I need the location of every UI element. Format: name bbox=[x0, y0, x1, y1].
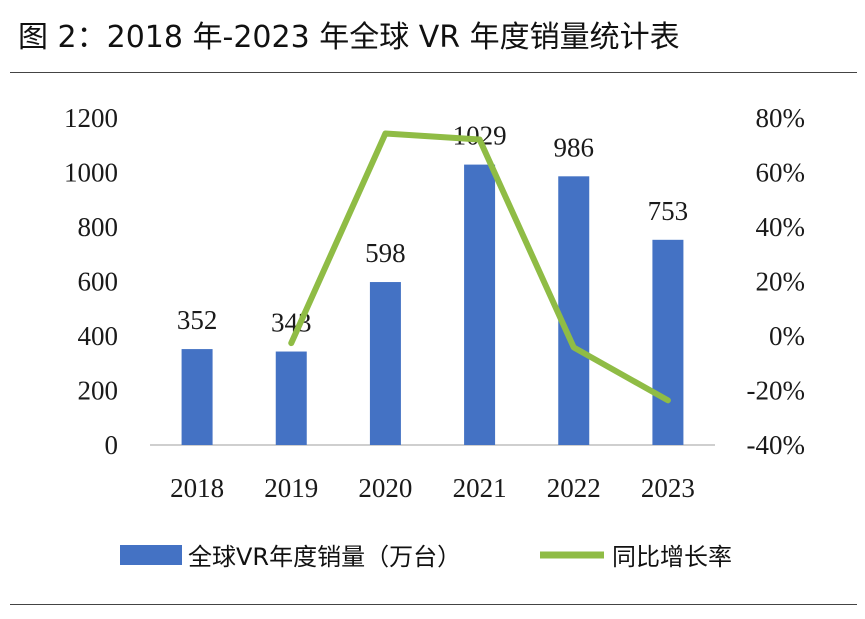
bar bbox=[464, 164, 496, 445]
bottom-rule bbox=[10, 604, 857, 605]
bar bbox=[558, 176, 590, 445]
bar bbox=[369, 282, 401, 445]
left-tick-label: 400 bbox=[78, 321, 119, 351]
left-tick-label: 600 bbox=[78, 267, 119, 297]
bar-data-label: 986 bbox=[554, 132, 595, 162]
bar-data-label: 753 bbox=[648, 196, 689, 226]
x-tick-label: 2019 bbox=[264, 473, 318, 503]
chart-title: 图 2：2018 年-2023 年全球 VR 年度销量统计表 bbox=[18, 20, 680, 55]
x-tick-label: 2021 bbox=[453, 473, 507, 503]
right-tick-label: 40% bbox=[756, 212, 806, 242]
bar-series bbox=[181, 164, 684, 445]
legend: 全球VR年度销量（万台） 同比增长率 bbox=[120, 543, 732, 571]
right-tick-label: 0% bbox=[769, 321, 805, 351]
bar bbox=[275, 351, 307, 445]
line-series bbox=[288, 130, 671, 404]
legend-bar-swatch bbox=[120, 545, 182, 565]
right-tick-label: -20% bbox=[747, 376, 805, 406]
legend-bar-label: 全球VR年度销量（万台） bbox=[188, 543, 461, 571]
right-tick-label: -40% bbox=[747, 430, 805, 460]
left-axis: 0 200 400 600 800 1000 1200 bbox=[64, 103, 118, 460]
top-rule bbox=[10, 72, 857, 73]
right-tick-label: 60% bbox=[756, 158, 806, 188]
right-axis: -40% -20% 0% 20% 40% 60% 80% bbox=[747, 103, 805, 460]
right-tick-label: 20% bbox=[756, 267, 806, 297]
left-tick-label: 0 bbox=[105, 430, 119, 460]
bar bbox=[652, 239, 684, 445]
x-tick-label: 2022 bbox=[547, 473, 601, 503]
x-tick-label: 2023 bbox=[641, 473, 695, 503]
legend-line-label: 同比增长率 bbox=[612, 543, 732, 571]
bar-data-label: 598 bbox=[365, 238, 406, 268]
right-tick-label: 80% bbox=[756, 103, 806, 133]
left-tick-label: 200 bbox=[78, 376, 119, 406]
left-tick-label: 1000 bbox=[64, 158, 118, 188]
left-tick-label: 1200 bbox=[64, 103, 118, 133]
bar-data-label: 352 bbox=[177, 305, 218, 335]
x-axis: 2018 2019 2020 2021 2022 2023 bbox=[170, 473, 695, 503]
left-tick-label: 800 bbox=[78, 212, 119, 242]
bar bbox=[181, 349, 213, 445]
x-tick-label: 2018 bbox=[170, 473, 224, 503]
x-tick-label: 2020 bbox=[358, 473, 412, 503]
